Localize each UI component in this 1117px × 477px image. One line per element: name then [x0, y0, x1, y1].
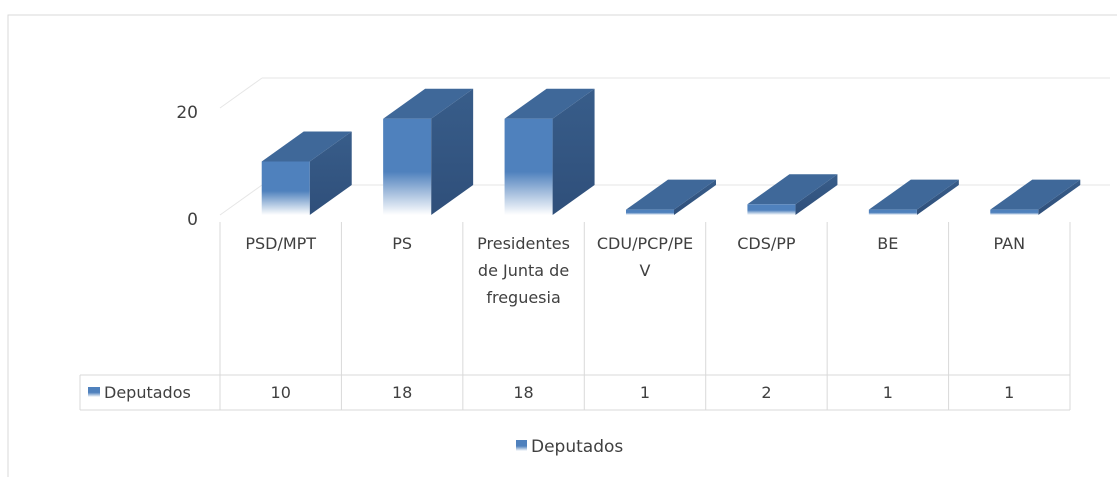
- category-label: CDU/PCP/PEV: [596, 234, 694, 280]
- bar: [868, 179, 959, 215]
- table-series-name: Deputados: [104, 383, 191, 402]
- table-value: 2: [761, 383, 772, 402]
- bar-front: [747, 204, 796, 215]
- bar-front: [626, 209, 674, 215]
- bar-top: [626, 179, 716, 210]
- bar: [504, 88, 595, 215]
- y-tick-label: 20: [176, 103, 198, 123]
- y-tick-label: 0: [187, 210, 198, 230]
- bar-side: [795, 174, 838, 215]
- table-value: 1: [882, 383, 893, 402]
- category-label: Presidentes de Junta de freguesia: [477, 234, 570, 307]
- bar-front: [504, 118, 553, 215]
- grid-line: [219, 77, 263, 109]
- category-label: PAN: [993, 234, 1026, 253]
- bar-top: [747, 174, 838, 205]
- table-value: 18: [513, 383, 534, 402]
- bar-top: [504, 88, 595, 119]
- bar-side: [1038, 179, 1081, 215]
- category-label: PS: [392, 234, 413, 253]
- table-value: 1: [1004, 383, 1015, 402]
- bar-front: [990, 209, 1039, 215]
- bar-front: [868, 209, 917, 215]
- bar: [261, 131, 352, 215]
- bar-side: [431, 88, 474, 215]
- bar-side: [916, 179, 959, 215]
- bar-front: [261, 161, 310, 215]
- bar-front: [383, 118, 432, 215]
- category-label: PSD/MPT: [245, 234, 317, 253]
- table-value: 18: [391, 383, 413, 402]
- bar-side: [552, 88, 595, 215]
- bar-top: [868, 179, 959, 210]
- table-value: 1: [639, 383, 651, 402]
- chart-border: [7, 14, 1117, 477]
- legend-key: [88, 387, 100, 397]
- bar: [626, 179, 716, 215]
- bar-side: [674, 179, 716, 215]
- bar: [383, 88, 474, 215]
- bar: [747, 174, 838, 215]
- bar-top: [261, 131, 352, 162]
- category-label: BE: [877, 234, 899, 253]
- legend-label: Deputados: [531, 437, 623, 457]
- grid-line: [219, 184, 263, 216]
- bar-side: [309, 131, 352, 215]
- bar-top: [990, 179, 1081, 210]
- bar: [990, 179, 1081, 215]
- legend-key: [516, 440, 527, 451]
- bar-top: [383, 88, 474, 119]
- table-value: 10: [270, 383, 291, 402]
- category-label: CDS/PP: [737, 234, 796, 253]
